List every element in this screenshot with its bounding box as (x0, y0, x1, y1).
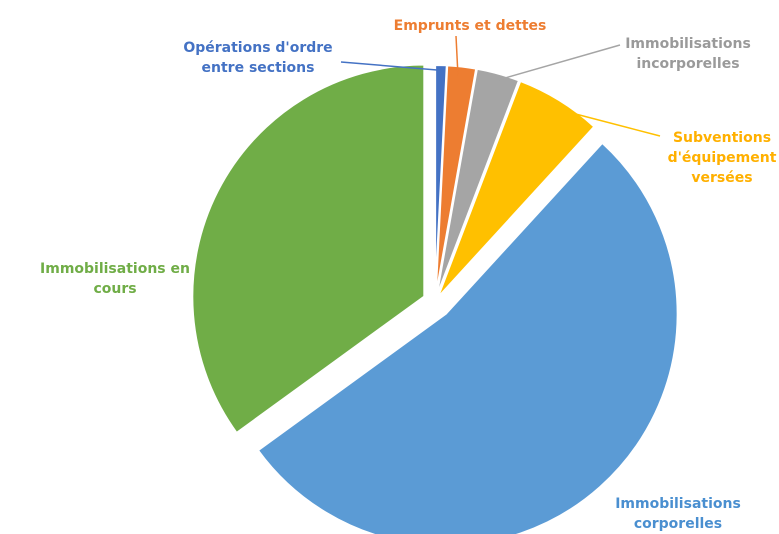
pie-slice-3 (436, 79, 596, 299)
pie-slice-4 (256, 141, 679, 534)
slice-label-line: Immobilisations en (40, 261, 190, 277)
slice-label-2: Immobilisations incorporelles (625, 36, 751, 72)
pie-slice-2 (435, 67, 521, 298)
leader-line-1 (455, 35, 459, 77)
slice-label-line: Subventions (673, 130, 771, 146)
pie-slice-5 (191, 63, 426, 435)
slice-label-line: Opérations d'ordre (183, 40, 332, 56)
slice-label-line: corporelles (634, 516, 722, 532)
slice-label-line: Immobilisations (615, 496, 741, 512)
slices-layer (191, 63, 679, 534)
slice-label-line: entre sections (202, 60, 315, 76)
slice-label-line: d'équipement (668, 150, 777, 166)
slice-label-line: incorporelles (636, 56, 739, 72)
leader-line-0 (340, 61, 438, 71)
labels-layer: Opérations d'ordre entre sections Emprunts… (40, 18, 777, 532)
leader-lines-layer (340, 35, 661, 137)
leader-line-2 (497, 44, 621, 81)
slice-label-0: Opérations d'ordre entre sections (183, 40, 332, 76)
slice-label-line: cours (93, 281, 136, 297)
slice-label-4: Immobilisations corporelles (615, 496, 741, 532)
slice-label-5: Immobilisations en cours (40, 261, 190, 297)
slice-label-3: Subventions d'équipement versées (668, 130, 777, 186)
slice-label-line: versées (691, 170, 752, 186)
slice-label-1: Emprunts et dettes (394, 18, 547, 34)
leader-line-3 (567, 111, 661, 137)
slice-label-line: Emprunts et dettes (394, 18, 547, 34)
slice-label-line: Immobilisations (625, 36, 751, 52)
